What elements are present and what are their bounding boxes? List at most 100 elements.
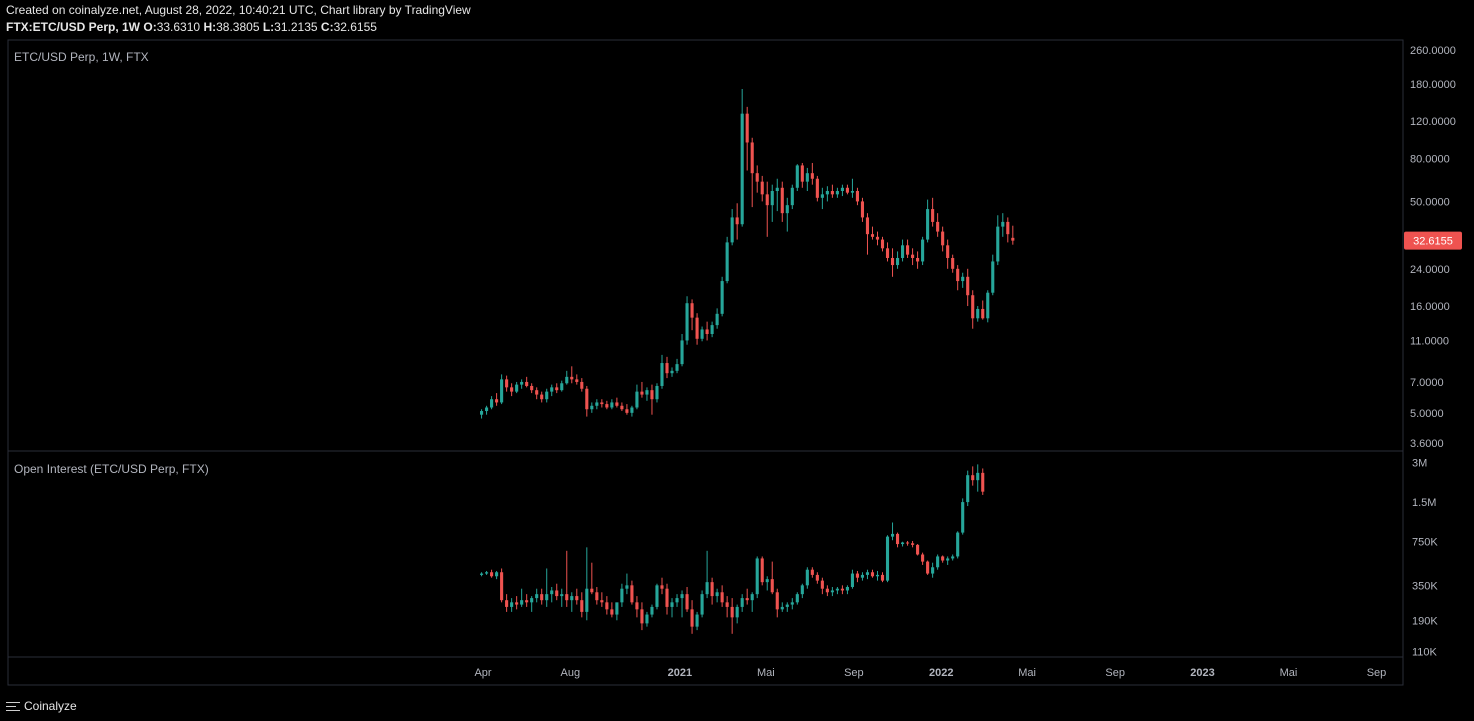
price-candle <box>485 407 489 412</box>
price-candle <box>705 329 709 335</box>
price-tick-label: 11.0000 <box>1410 335 1449 347</box>
oi-candle <box>600 600 604 603</box>
oi-candle <box>605 602 609 610</box>
oi-candle <box>885 536 890 581</box>
price-candle <box>805 173 809 182</box>
oi-tick-label: 3M <box>1412 457 1427 469</box>
price-candle <box>720 281 724 314</box>
price-candle <box>570 376 574 380</box>
symbol-label: FTX:ETC/USD Perp, 1W <box>6 20 141 34</box>
price-candles <box>480 89 1015 419</box>
price-candle <box>740 113 744 225</box>
price-candle <box>901 245 905 258</box>
price-candle <box>855 191 860 202</box>
price-candle <box>850 191 854 193</box>
price-candle <box>820 194 824 198</box>
oi-candle <box>535 594 539 599</box>
price-candle <box>870 234 875 237</box>
price-tick-label: 3.6000 <box>1410 438 1444 450</box>
time-tick-label: 2022 <box>929 667 953 679</box>
oi-candle <box>830 590 834 593</box>
time-axis[interactable]: Apr Aug 2021 Mai Sep 2022 Mai Sep 2023 Mai Sep <box>474 667 1386 679</box>
price-candle <box>580 381 584 389</box>
price-tick-label: 260.0000 <box>1410 45 1456 57</box>
price-candle <box>790 187 794 206</box>
oi-candle <box>510 602 514 607</box>
oi-candle <box>926 561 930 574</box>
oi-candle <box>825 588 829 593</box>
price-candle <box>780 187 784 214</box>
price-candle <box>495 399 499 403</box>
price-candle <box>635 391 639 408</box>
high-label: H: <box>203 20 217 34</box>
price-tick-label: 24.0000 <box>1410 264 1450 276</box>
price-candle <box>650 390 654 400</box>
price-candle <box>951 257 955 269</box>
oi-candle <box>860 574 865 578</box>
oi-candle <box>720 592 724 603</box>
price-candle <box>535 390 539 395</box>
price-candle <box>530 385 534 391</box>
oi-candle <box>870 572 875 577</box>
oi-candles <box>480 464 985 634</box>
price-candle <box>986 292 990 319</box>
oi-candle <box>906 542 910 544</box>
oi-candle <box>770 579 774 593</box>
price-axis[interactable]: 260.0000 180.0000 120.0000 80.0000 50.0000 24… <box>1410 45 1456 659</box>
price-candle <box>880 239 885 249</box>
price-candle <box>620 405 624 410</box>
oi-pane-title: Open Interest (ETC/USD Perp, FTX) <box>14 462 209 476</box>
price-candle <box>730 217 734 243</box>
time-tick-label: Mai <box>1018 667 1036 679</box>
price-candle <box>1006 221 1010 235</box>
oi-candle <box>795 594 799 603</box>
price-candle <box>971 295 975 319</box>
chart-credit: Created on coinalyze.net, August 28, 202… <box>6 3 471 17</box>
price-candle <box>595 402 599 406</box>
oi-candle <box>835 588 839 591</box>
oi-candle <box>880 574 885 581</box>
oi-candle <box>675 598 679 603</box>
price-candle <box>991 261 995 293</box>
price-pane-title: ETC/USD Perp, 1W, FTX <box>14 50 149 64</box>
price-candle <box>590 405 594 410</box>
price-candle <box>695 317 699 339</box>
time-tick-label: 2021 <box>668 667 692 679</box>
oi-candle <box>590 588 594 593</box>
price-candle <box>961 276 965 282</box>
chart-frame <box>7 39 1404 686</box>
oi-candle <box>981 472 985 492</box>
hamburger-menu-icon <box>6 701 20 712</box>
price-candle <box>500 379 504 403</box>
price-candle <box>865 217 870 235</box>
oi-candle <box>921 554 925 562</box>
oi-candle <box>490 572 494 577</box>
price-candle <box>715 313 719 326</box>
price-candle <box>700 329 704 339</box>
price-candle <box>625 409 629 413</box>
oi-candle <box>730 606 734 618</box>
price-candle <box>525 381 529 386</box>
oi-candle <box>760 558 764 583</box>
oi-candle <box>805 569 809 586</box>
price-candle <box>600 402 604 405</box>
price-candle <box>926 209 930 240</box>
price-candle <box>890 257 895 266</box>
oi-candle <box>595 592 599 601</box>
oi-candle <box>790 602 794 605</box>
price-candle <box>906 245 910 255</box>
price-candle <box>795 165 799 188</box>
oi-candle <box>951 556 955 559</box>
oi-candle <box>931 567 935 574</box>
time-tick-label: Mai <box>1280 667 1298 679</box>
last-price-text: 32.6155 <box>1413 236 1453 248</box>
footer-brand[interactable]: Coinalyze <box>6 699 77 713</box>
price-candle <box>565 376 569 384</box>
oi-candle <box>740 598 744 607</box>
price-candle <box>505 379 509 388</box>
oi-candle <box>645 614 649 624</box>
close-label: C: <box>320 20 334 34</box>
oi-candle <box>640 609 644 624</box>
oi-candle <box>695 614 699 627</box>
